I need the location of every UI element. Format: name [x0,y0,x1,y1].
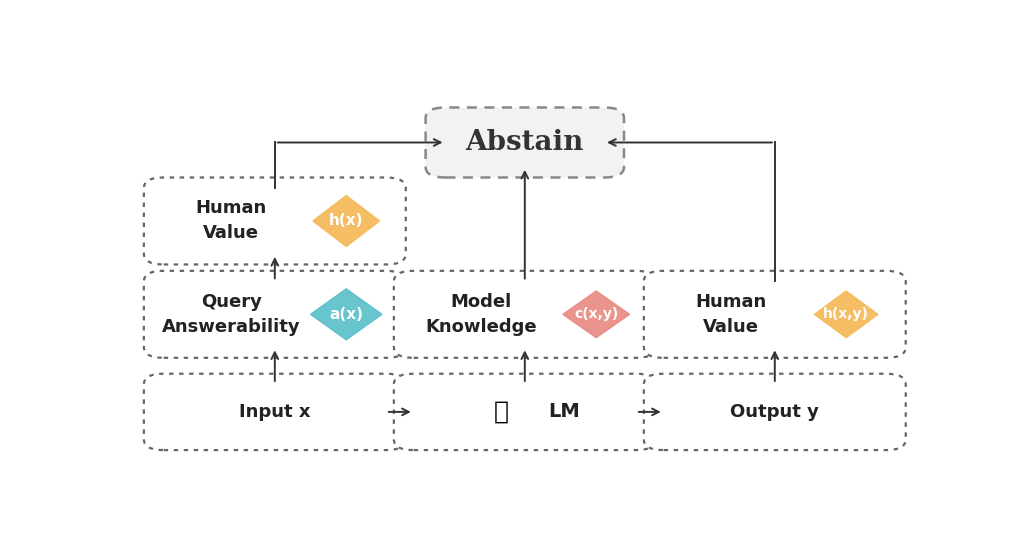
Text: h(x): h(x) [329,213,364,229]
Polygon shape [563,291,630,338]
FancyBboxPatch shape [426,107,624,177]
Text: a(x): a(x) [330,307,364,322]
Text: Human
Value: Human Value [196,199,267,242]
Text: Abstain: Abstain [466,129,584,156]
FancyBboxPatch shape [644,271,905,358]
Text: Query
Answerability: Query Answerability [162,293,300,336]
Text: Human
Value: Human Value [695,293,767,336]
Polygon shape [313,196,380,246]
FancyBboxPatch shape [394,271,655,358]
FancyBboxPatch shape [394,374,655,450]
FancyBboxPatch shape [143,374,406,450]
Text: Output y: Output y [730,403,819,421]
Text: Input x: Input x [239,403,310,421]
Text: h(x,y): h(x,y) [823,307,869,321]
Text: LM: LM [549,402,581,422]
FancyBboxPatch shape [644,374,905,450]
Text: 🤖: 🤖 [494,400,509,424]
FancyBboxPatch shape [143,177,406,264]
FancyBboxPatch shape [143,271,406,358]
Text: Model
Knowledge: Model Knowledge [425,293,537,336]
Polygon shape [310,289,382,340]
Text: c(x,y): c(x,y) [574,307,618,321]
Polygon shape [814,291,878,338]
